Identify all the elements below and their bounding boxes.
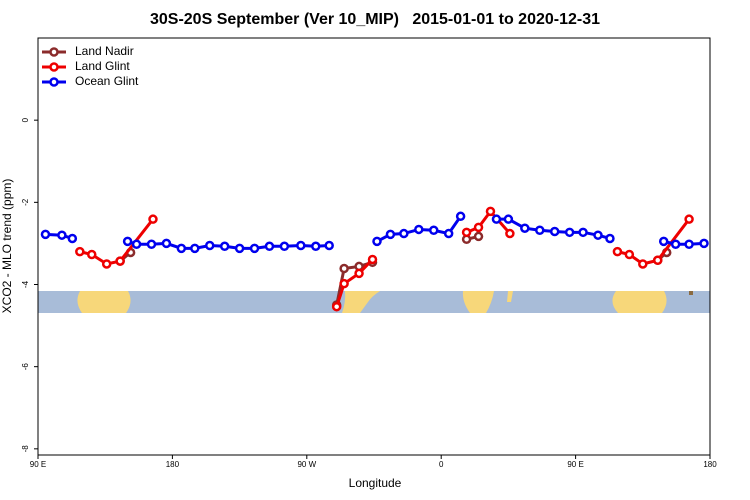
y-tick-label: -4: [21, 280, 30, 288]
point: [670, 239, 681, 249]
legend-label: Ocean Glint: [75, 74, 139, 88]
land: [462, 291, 494, 313]
point: [414, 224, 424, 235]
point: [204, 240, 215, 251]
point: [684, 239, 694, 249]
point: [219, 241, 230, 252]
point: [624, 249, 635, 260]
point: [367, 254, 378, 265]
point: [161, 238, 172, 249]
legend-label: Land Glint: [75, 59, 130, 73]
point: [176, 243, 187, 254]
point: [578, 227, 588, 238]
point: [190, 243, 200, 254]
ocean: [38, 291, 710, 313]
point: [67, 233, 78, 244]
x-tick-label: 90 E: [30, 460, 46, 469]
point: [612, 246, 623, 257]
point: [593, 230, 603, 240]
point: [605, 233, 615, 244]
point: [101, 259, 112, 269]
point: [354, 268, 364, 279]
point: [503, 214, 514, 224]
point: [461, 227, 472, 238]
point: [122, 236, 133, 247]
point: [264, 241, 275, 252]
y-tick-label: -6: [21, 363, 30, 371]
point: [75, 246, 85, 257]
point: [638, 259, 648, 269]
x-tick-label: 90 W: [297, 460, 316, 469]
point: [87, 249, 97, 260]
point: [699, 238, 709, 249]
legend-label: Land Nadir: [75, 44, 134, 58]
legend-marker: [49, 62, 59, 72]
point: [57, 230, 67, 240]
land: [342, 291, 380, 313]
point: [535, 225, 545, 236]
point: [234, 243, 245, 254]
point: [146, 239, 157, 249]
map-band: [38, 291, 710, 313]
point: [279, 241, 290, 252]
x-tick-label: 0: [439, 460, 444, 469]
plot-frame: [37, 37, 711, 456]
point: [658, 236, 669, 247]
x-tick-label: 90 E: [567, 460, 583, 469]
point: [549, 226, 560, 237]
point: [684, 214, 694, 224]
point: [473, 222, 484, 233]
point: [148, 214, 158, 224]
point: [131, 239, 142, 249]
point: [372, 236, 382, 247]
point: [428, 225, 439, 236]
y-tick-label: -8: [21, 445, 30, 453]
point: [652, 255, 663, 266]
point: [505, 228, 515, 239]
point: [485, 206, 496, 217]
x-axis-label: Longitude: [349, 476, 402, 490]
land: [77, 291, 131, 313]
land: [689, 291, 693, 295]
point: [311, 241, 321, 252]
point: [399, 228, 409, 239]
point: [491, 214, 502, 224]
chart-title: 30S-20S September (Ver 10_MIP) 2015-01-0…: [150, 11, 600, 28]
point: [455, 211, 466, 222]
point: [339, 263, 349, 274]
x-tick-label: 180: [166, 460, 180, 469]
point: [564, 227, 575, 238]
y-tick-label: -2: [21, 198, 30, 206]
point: [520, 223, 530, 233]
point: [473, 231, 484, 242]
point: [324, 240, 334, 251]
point: [115, 256, 125, 266]
point: [331, 301, 342, 312]
point: [249, 243, 260, 254]
y-axis-label: XCO2 - MLO trend (ppm): [0, 179, 14, 314]
point: [296, 240, 306, 251]
land: [612, 291, 667, 313]
y-tick-label: 0: [21, 117, 30, 122]
legend-marker: [49, 47, 59, 57]
legend-marker: [49, 77, 59, 87]
x-tick-label: 180: [703, 460, 717, 469]
point: [40, 229, 51, 240]
land: [507, 291, 513, 302]
point: [339, 278, 349, 289]
point: [385, 229, 396, 240]
point: [443, 228, 454, 239]
